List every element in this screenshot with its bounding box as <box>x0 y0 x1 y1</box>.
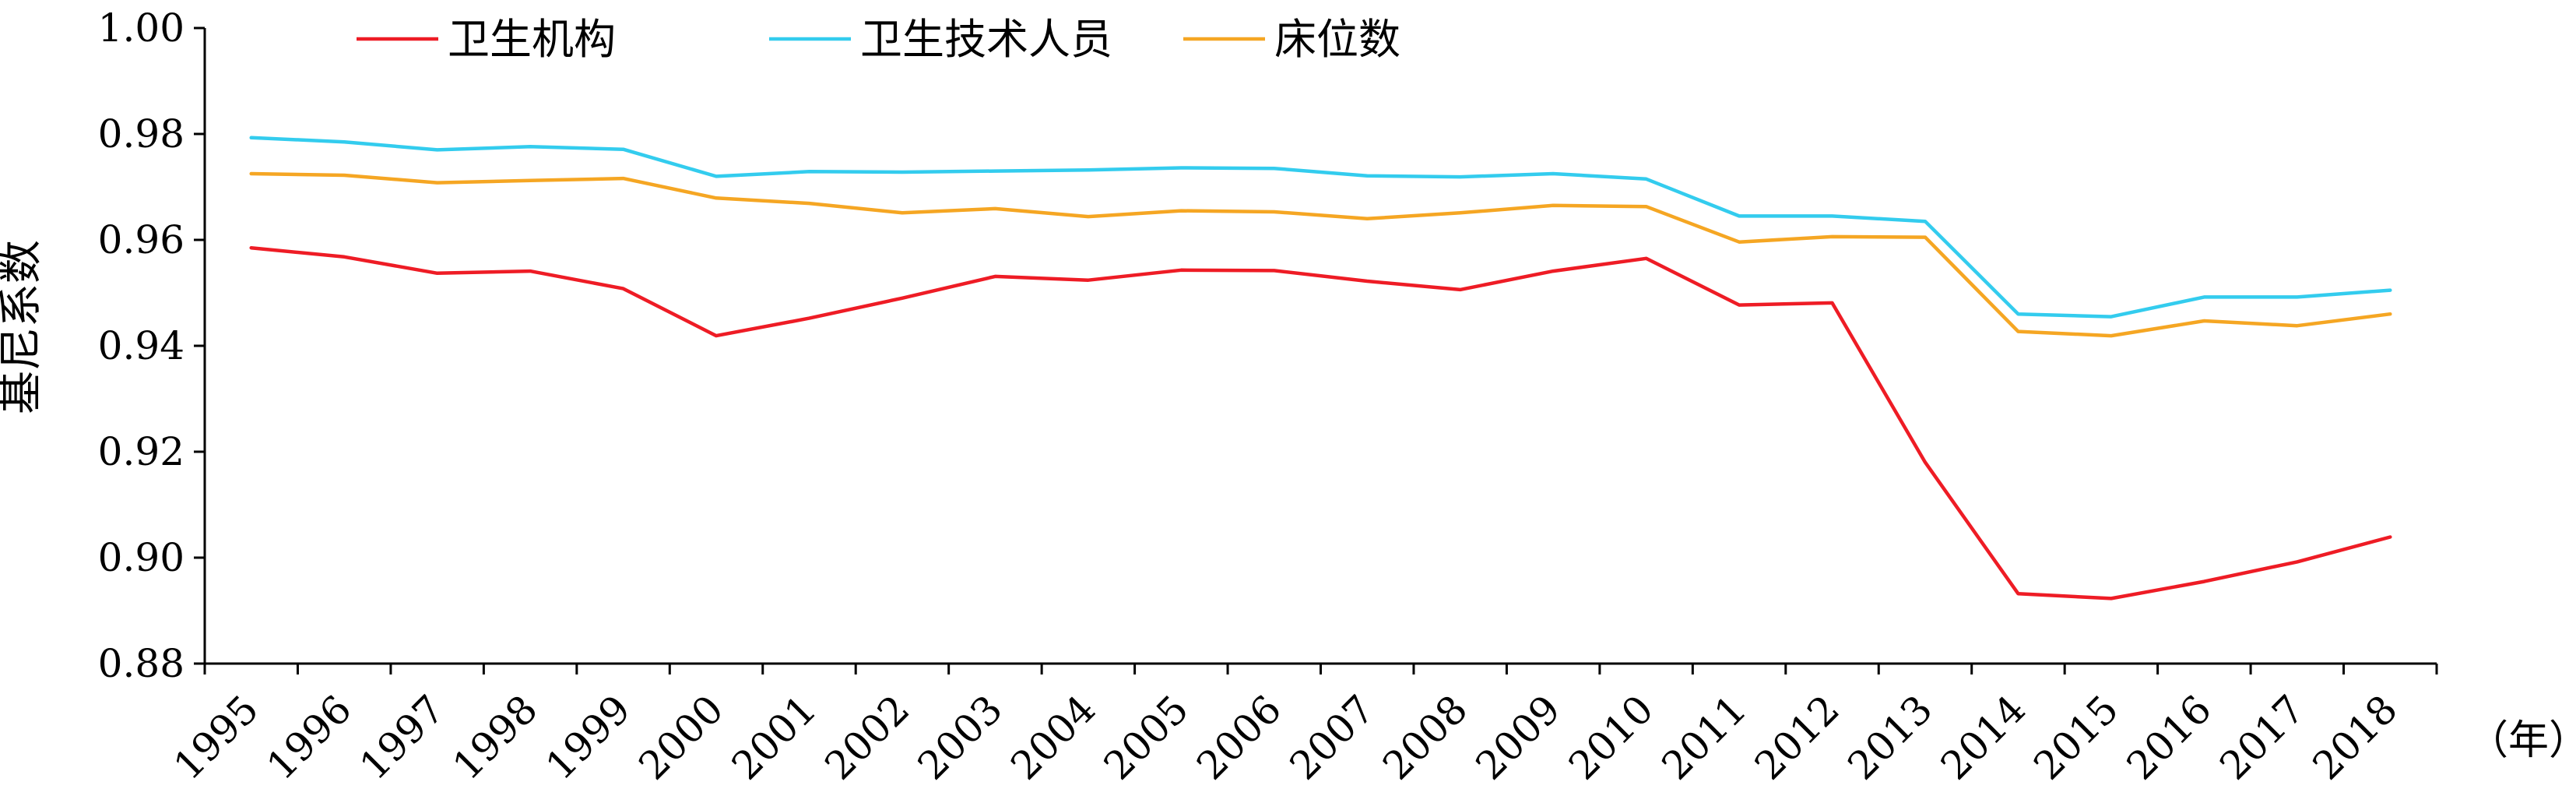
x-tick-label: 2018 <box>2304 686 2406 788</box>
y-tick-label: 0.90 <box>98 535 185 580</box>
x-tick-label: 2014 <box>1932 686 2034 788</box>
x-tick-label: 2004 <box>1002 686 1104 788</box>
x-tick-label: 1998 <box>445 686 546 788</box>
x-tick-label: 2002 <box>816 686 918 788</box>
x-tick-label: 2012 <box>1746 686 1848 788</box>
x-tick-label: 1997 <box>351 686 453 788</box>
x-tick-label: 2008 <box>1374 686 1476 788</box>
x-tick-label: 2006 <box>1188 686 1290 788</box>
x-tick-label: 2010 <box>1560 686 1662 788</box>
x-tick-label: 1996 <box>258 686 360 788</box>
x-tick-label: 2005 <box>1095 686 1197 788</box>
x-axis-unit-label: （年） <box>2468 717 2576 764</box>
x-tick-label: 2017 <box>2211 686 2313 788</box>
legend: 卫生机构 卫生技术人员 床位数 <box>357 15 1400 64</box>
series-lines <box>249 136 2392 600</box>
legend-label-3: 床位数 <box>1274 15 1400 64</box>
x-tick-label: 2000 <box>631 686 733 788</box>
series-line-1 <box>249 245 2392 600</box>
y-tick-label: 0.88 <box>98 641 185 686</box>
x-tick-label: 2001 <box>723 686 825 788</box>
y-tick-label: 0.92 <box>98 429 185 474</box>
y-axis-title: 基尼系数 <box>0 240 47 414</box>
y-tick-label: 0.98 <box>98 111 185 157</box>
x-tick-label: 2007 <box>1281 686 1383 788</box>
series-line-3 <box>249 171 2392 338</box>
y-tick-label: 1.00 <box>98 5 185 51</box>
x-tick-label: 2011 <box>1653 686 1755 788</box>
y-tick-label: 0.96 <box>98 217 185 262</box>
x-tick-label: 2009 <box>1467 686 1569 788</box>
x-tick-label: 2015 <box>2025 686 2127 788</box>
legend-label-1: 卫生机构 <box>448 15 616 64</box>
series-line-2 <box>249 136 2392 319</box>
legend-label-2: 卫生技术人员 <box>860 15 1112 64</box>
x-tick-label: 2003 <box>909 686 1011 788</box>
y-tick-label: 0.94 <box>98 323 185 368</box>
x-tick-label: 2013 <box>1839 686 1941 788</box>
x-tick-label: 2016 <box>2118 686 2220 788</box>
x-tick-label: 1999 <box>537 686 639 788</box>
x-tick-label: 1995 <box>165 686 267 788</box>
axes: 0.88 0.90 0.92 0.94 0.96 0.98 1.00 199519961997… <box>98 5 2438 788</box>
